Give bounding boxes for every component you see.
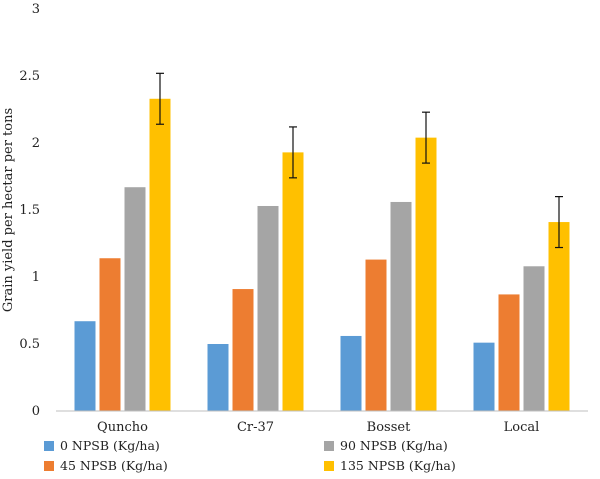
y-tick-label: 2.5 — [19, 69, 40, 84]
bar-local-series-2 — [523, 266, 545, 411]
y-tick-label: 2 — [32, 136, 40, 151]
error-bar-local — [555, 196, 563, 249]
y-tick-label: 1 — [32, 270, 40, 285]
error-bar-cr-37 — [289, 126, 297, 179]
error-bar-quncho — [156, 72, 164, 125]
y-axis-ticks: 0 0.5 1 1.5 2 2.5 3 — [19, 2, 40, 419]
error-bars — [156, 72, 563, 249]
legend-item: 135 NPSB (Kg/ha) — [324, 458, 456, 473]
x-category-label: Local — [504, 420, 540, 435]
bar-local-series-1 — [498, 294, 520, 411]
bar-cr-37-series-2 — [257, 205, 279, 411]
y-tick-label: 1.5 — [19, 203, 40, 218]
legend-label: 90 NPSB (Kg/ha) — [340, 438, 448, 453]
legend-swatch — [44, 441, 54, 451]
y-tick-label: 0 — [32, 404, 40, 419]
bar-quncho-series-3 — [149, 98, 171, 411]
legend-item: 45 NPSB (Kg/ha) — [44, 458, 168, 473]
legend-swatch — [324, 441, 334, 451]
bar-quncho-series-0 — [74, 321, 96, 411]
legend-label: 45 NPSB (Kg/ha) — [60, 458, 168, 473]
x-category-label: Cr-37 — [237, 420, 274, 435]
legend-swatch — [324, 461, 334, 471]
x-axis-categories: Quncho Cr-37 Bosset Local — [97, 420, 539, 435]
x-category-label: Quncho — [97, 420, 148, 435]
bar-quncho-series-1 — [99, 258, 121, 411]
bar-local-series-3 — [548, 222, 570, 411]
legend-item: 90 NPSB (Kg/ha) — [324, 438, 448, 453]
legend-label: 0 NPSB (Kg/ha) — [60, 438, 160, 453]
legend-item: 0 NPSB (Kg/ha) — [44, 438, 160, 453]
legend: 0 NPSB (Kg/ha) 45 NPSB (Kg/ha) 90 NPSB (Kg… — [44, 438, 456, 473]
bar-cr-37-series-0 — [207, 344, 229, 411]
bar-local-series-0 — [473, 342, 495, 411]
x-category-label: Bosset — [367, 420, 411, 435]
legend-swatch — [44, 461, 54, 471]
bar-bosset-series-2 — [390, 201, 412, 411]
bar-bosset-series-3 — [415, 137, 437, 411]
bar-cr-37-series-1 — [232, 289, 254, 411]
y-axis-label: Grain yield per hectar per tons — [1, 108, 16, 312]
bars — [74, 98, 570, 411]
y-tick-label: 0.5 — [19, 337, 40, 352]
error-bar-bosset — [422, 111, 430, 164]
legend-label: 135 NPSB (Kg/ha) — [340, 458, 456, 473]
bar-bosset-series-0 — [340, 335, 362, 411]
bar-bosset-series-1 — [365, 259, 387, 411]
bar-cr-37-series-3 — [282, 152, 304, 411]
y-tick-label: 3 — [32, 2, 40, 17]
bar-quncho-series-2 — [124, 187, 146, 411]
